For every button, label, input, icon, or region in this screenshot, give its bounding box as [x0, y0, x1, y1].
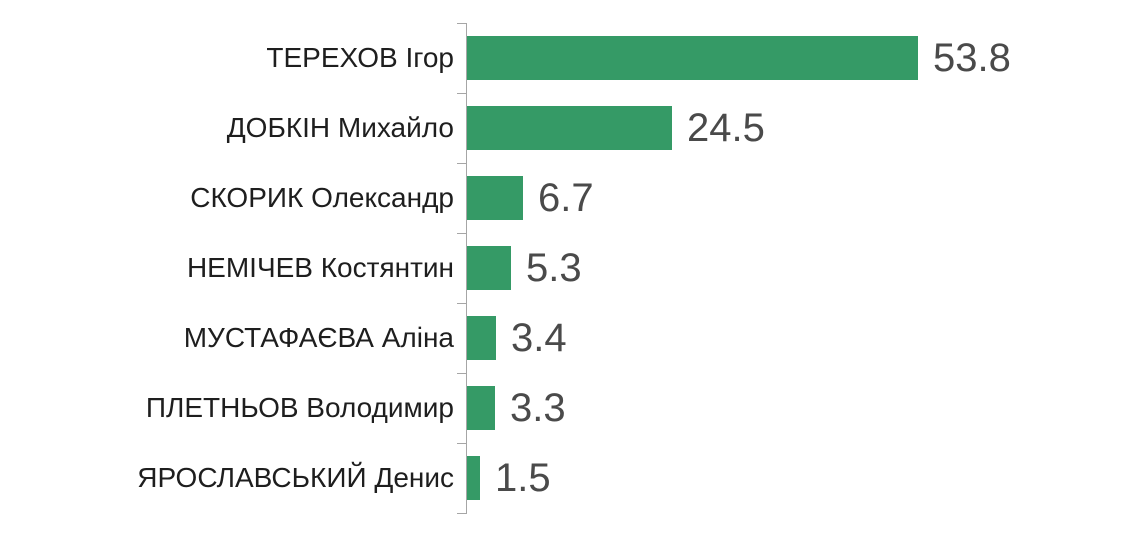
- bar: [467, 456, 480, 500]
- category-label: НЕМІЧЕВ Костянтин: [186, 252, 454, 283]
- axis-tick: [457, 513, 466, 514]
- bar: [467, 36, 918, 80]
- value-label: 53.8: [933, 35, 1011, 80]
- axis-tick: [457, 373, 466, 374]
- axis-tick: [457, 93, 466, 94]
- axis-tick: [457, 233, 466, 234]
- value-label: 24.5: [687, 105, 765, 150]
- axis-tick: [457, 23, 466, 24]
- category-label: ЯРОСЛАВСЬКИЙ Денис: [137, 462, 454, 493]
- axis-tick: [457, 443, 466, 444]
- y-axis-line: [466, 23, 467, 514]
- category-label: ДОБКІН Михайло: [226, 112, 454, 143]
- value-label: 3.3: [510, 385, 566, 430]
- axis-tick: [457, 303, 466, 304]
- category-label: ПЛЕТНЬОВ Володимир: [145, 392, 454, 423]
- bar: [467, 386, 495, 430]
- value-label: 1.5: [495, 455, 551, 500]
- bar: [467, 316, 496, 360]
- value-label: 3.4: [511, 315, 567, 360]
- category-label: ТЕРЕХОВ Ігор: [266, 42, 454, 73]
- bar: [467, 246, 511, 290]
- value-label: 6.7: [538, 175, 594, 220]
- value-label: 5.3: [526, 245, 582, 290]
- bar: [467, 106, 672, 150]
- bar: [467, 176, 523, 220]
- category-label: МУСТАФАЄВА Аліна: [183, 322, 454, 353]
- category-label: СКОРИК Олександр: [190, 182, 454, 213]
- axis-tick: [457, 163, 466, 164]
